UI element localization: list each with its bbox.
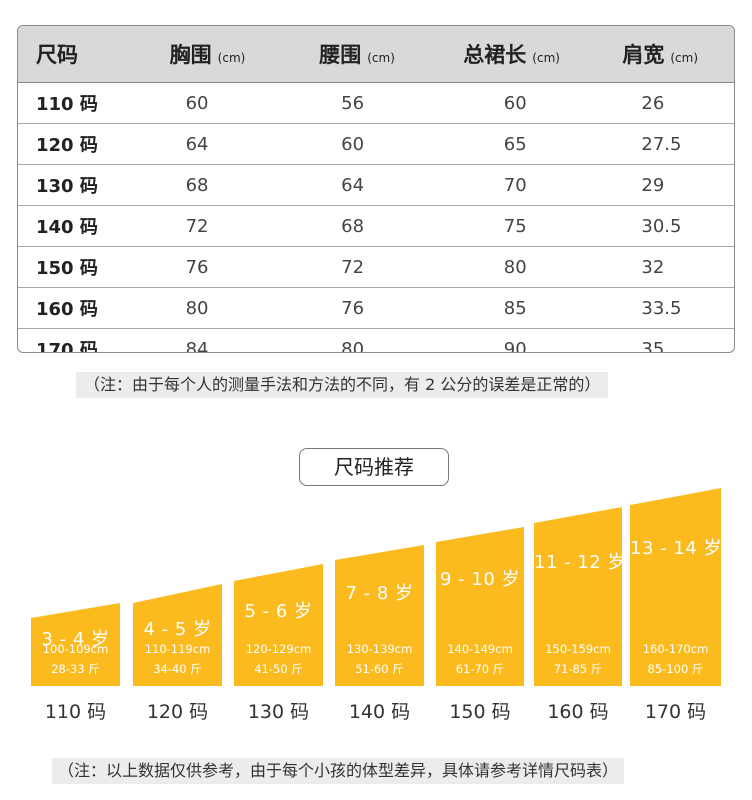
size-label: 140 码 [348, 701, 411, 723]
length-cell: 85 [503, 297, 527, 319]
age-label: 9 - 10 岁 [439, 569, 521, 590]
waist-cell: 68 [341, 215, 365, 237]
size-cell: 130 码 [36, 176, 98, 197]
weight-range: 34-40 斤 [153, 662, 202, 676]
waist-cell: 64 [341, 174, 365, 196]
age-bar: 4 - 5 岁 110-119cm 34-40 斤 [133, 584, 222, 686]
height-range: 130-139cm [346, 642, 413, 656]
weight-range: 41-50 斤 [254, 662, 303, 676]
height-range: 100-109cm [42, 642, 109, 656]
size-cell: 110 码 [36, 94, 98, 115]
table-row: 150 码 76 72 80 32 [18, 247, 734, 288]
table-row: 160 码 80 76 85 33.5 [18, 288, 734, 329]
height-range: 160-170cm [642, 642, 709, 656]
age-bar: 13 - 14 岁 160-170cm 85-100 斤 [630, 488, 721, 686]
chest-cell: 80 [185, 297, 209, 319]
table-row: 140 码 72 68 75 30.5 [18, 206, 734, 247]
header-skirt-length: 总裙长 (cm) [463, 43, 560, 67]
age-label: 7 - 8 岁 [345, 583, 414, 604]
table-row: 110 码 60 56 60 26 [18, 83, 734, 124]
length-cell: 80 [503, 256, 527, 278]
shoulder-cell: 32 [641, 256, 665, 278]
size-cell: 120 码 [36, 135, 98, 156]
table-row: 130 码 68 64 70 29 [18, 165, 734, 206]
length-cell: 90 [503, 338, 527, 353]
table-row: 120 码 64 60 65 27.5 [18, 124, 734, 165]
size-label: 150 码 [449, 701, 511, 723]
height-range: 120-129cm [245, 642, 312, 656]
waist-cell: 56 [341, 92, 365, 114]
shoulder-cell: 29 [641, 174, 665, 196]
height-range: 110-119cm [144, 642, 211, 656]
header-waist: 腰围 (cm) [319, 43, 395, 67]
size-cell: 150 码 [36, 258, 98, 279]
height-range: 150-159cm [545, 642, 611, 656]
shoulder-cell: 35 [641, 338, 665, 353]
age-label: 13 - 14 岁 [630, 538, 722, 559]
length-cell: 60 [503, 92, 527, 114]
chest-cell: 76 [185, 256, 209, 278]
weight-range: 28-33 斤 [51, 662, 100, 676]
age-label: 5 - 6 岁 [244, 601, 313, 622]
chest-cell: 64 [185, 133, 209, 155]
weight-range: 51-60 斤 [355, 662, 404, 676]
table-header: 尺码 胸围 (cm) 腰围 (cm) 总裙长 (cm) 肩宽 (cm) [18, 26, 734, 83]
size-cell: 170 码 [36, 340, 98, 353]
age-label: 4 - 5 岁 [143, 619, 212, 640]
weight-range: 71-85 斤 [553, 662, 603, 676]
reference-note: （注：以上数据仅供参考，由于每个小孩的体型差异，具体请参考详情尺码表） [52, 758, 625, 784]
waist-cell: 76 [341, 297, 365, 319]
age-bar: 3 - 4 岁 100-109cm 28-33 斤 [31, 603, 120, 686]
size-label: 110 码 [44, 701, 107, 723]
table-row: 170 码 84 80 90 35 [18, 329, 734, 353]
waist-cell: 60 [341, 133, 365, 155]
shoulder-cell: 27.5 [641, 133, 682, 155]
chest-cell: 60 [185, 92, 209, 114]
shoulder-cell: 33.5 [641, 297, 682, 319]
age-label: 3 - 4 岁 [41, 629, 110, 650]
length-cell: 65 [503, 133, 527, 155]
waist-cell: 80 [341, 338, 365, 353]
header-shoulder: 肩宽 (cm) [622, 43, 699, 67]
size-table: 尺码 胸围 (cm) 腰围 (cm) 总裙长 (cm) 肩宽 (cm) 110 码 60… [17, 25, 735, 353]
waist-cell: 72 [341, 256, 365, 278]
age-bar: 11 - 12 岁 150-159cm 71-85 斤 [534, 507, 622, 686]
weight-range: 85-100 斤 [647, 662, 704, 676]
size-label: 120 码 [146, 701, 209, 723]
header-size: 尺码 [36, 43, 78, 67]
height-range: 140-149cm [447, 642, 513, 656]
age-label: 11 - 12 岁 [534, 552, 626, 573]
size-cell: 140 码 [36, 217, 98, 238]
size-label: 130 码 [247, 701, 310, 723]
recommend-title: 尺码推荐 [299, 448, 449, 486]
chest-cell: 68 [185, 174, 209, 196]
header-chest: 胸围 (cm) [169, 43, 246, 67]
length-cell: 70 [503, 174, 527, 196]
length-cell: 75 [503, 215, 527, 237]
size-cell: 160 码 [36, 299, 98, 320]
shoulder-cell: 26 [641, 92, 665, 114]
chest-cell: 72 [185, 215, 209, 237]
chest-cell: 84 [185, 338, 209, 353]
size-label: 160 码 [547, 701, 609, 723]
measurement-note: （注：由于每个人的测量手法和方法的不同，有 2 公分的误差是正常的） [76, 372, 609, 398]
size-label: 170 码 [644, 701, 707, 723]
age-bar: 9 - 10 岁 140-149cm 61-70 斤 [436, 527, 524, 686]
age-bar: 5 - 6 岁 120-129cm 41-50 斤 [234, 564, 323, 686]
age-bar: 7 - 8 岁 130-139cm 51-60 斤 [335, 545, 424, 686]
weight-range: 61-70 斤 [455, 662, 505, 676]
shoulder-cell: 30.5 [641, 215, 682, 237]
